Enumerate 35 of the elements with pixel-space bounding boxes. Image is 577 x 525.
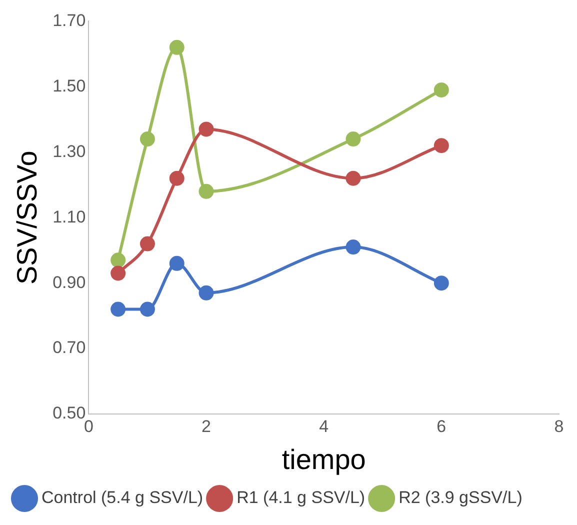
y-tick-label: 0.90 — [52, 272, 86, 292]
point — [110, 266, 126, 281]
point — [140, 302, 155, 317]
x-tick-label: 2 — [202, 416, 211, 436]
point — [140, 236, 155, 252]
point — [346, 240, 361, 255]
point — [169, 256, 184, 271]
x-tick-label: 4 — [319, 416, 329, 436]
x-axis-title: tiempo — [282, 444, 366, 475]
point — [140, 132, 155, 147]
point — [346, 132, 361, 147]
x-tick-label: 8 — [554, 416, 564, 436]
y-tick-label: 1.30 — [52, 142, 86, 161]
point — [434, 276, 449, 291]
point — [110, 252, 126, 268]
y-tick-label: 1.70 — [52, 10, 86, 30]
point — [434, 138, 449, 154]
point — [169, 40, 184, 55]
y-tick-label: 1.50 — [52, 76, 86, 96]
point — [110, 302, 126, 317]
legend-label: Control (5.4 g SSV/L) — [42, 488, 204, 508]
x-tick-label: 6 — [436, 416, 446, 436]
y-tick-label: 0.50 — [52, 404, 86, 423]
y-tick-label: 1.10 — [52, 207, 86, 226]
point — [198, 184, 214, 199]
point — [198, 122, 214, 137]
legend-label: R2 (3.9 gSSV/L) — [398, 488, 522, 508]
y-tick-label: 0.70 — [52, 338, 86, 358]
legend-label: R1 (4.1 g SSV/L) — [236, 488, 366, 508]
point — [169, 170, 184, 186]
point — [198, 285, 214, 300]
y-axis-title: SSV/SSVo — [12, 150, 43, 285]
point — [434, 82, 449, 98]
point — [346, 170, 361, 186]
x-tick-label: 0 — [84, 416, 94, 436]
